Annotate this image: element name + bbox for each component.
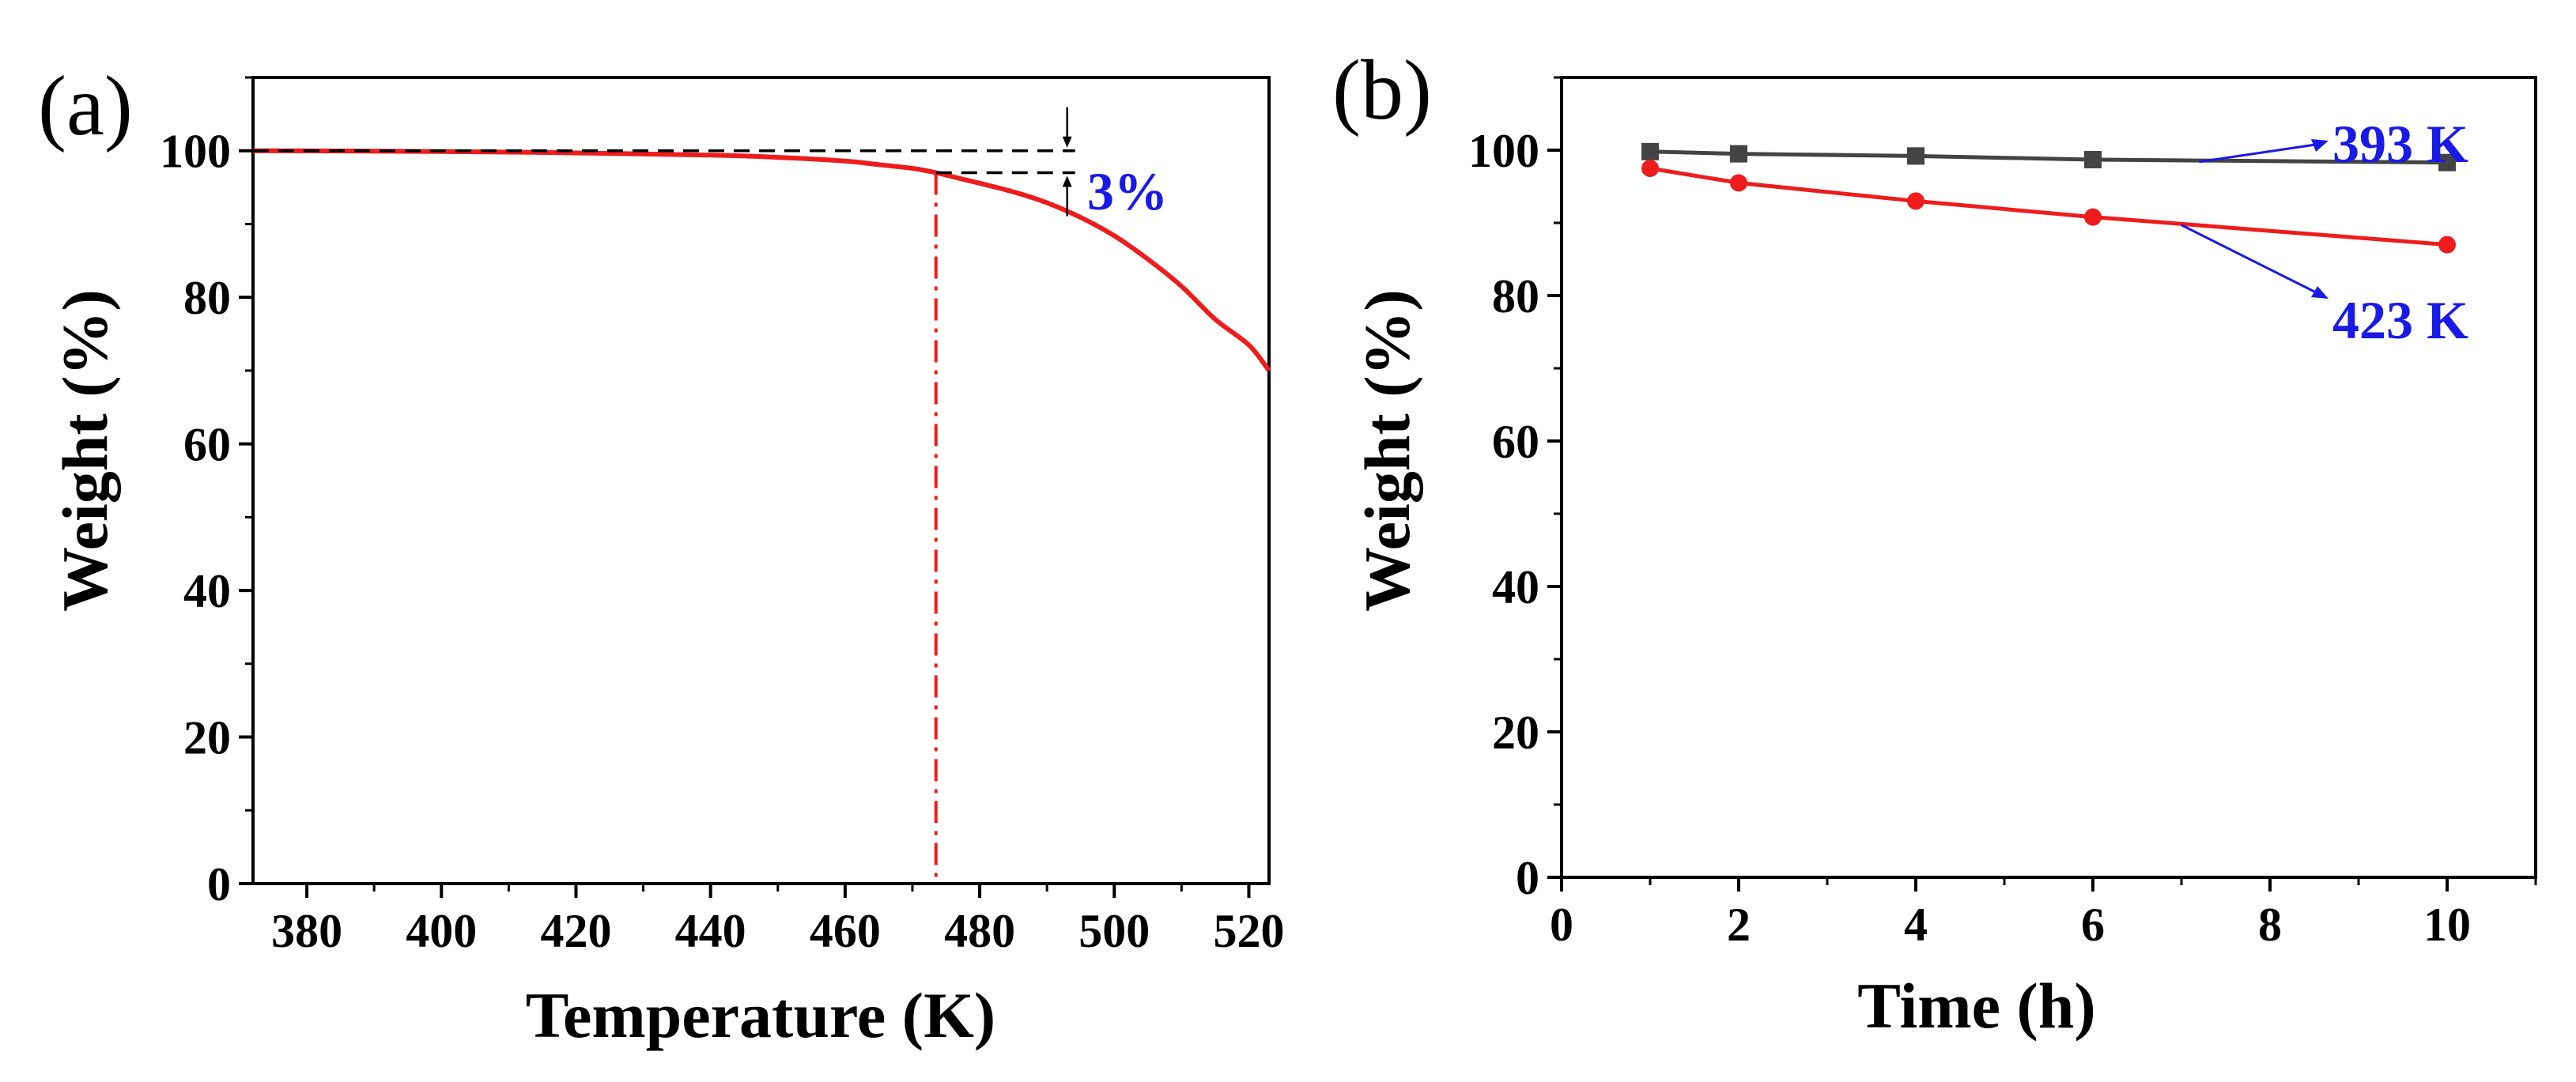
panel-b-y-tick-label: 40 bbox=[1492, 561, 1539, 613]
panel-a-x-tick-label: 480 bbox=[944, 905, 1015, 957]
panel-a-x-tick-label: 520 bbox=[1213, 905, 1284, 957]
panel-b-y-tick-label: 0 bbox=[1516, 852, 1539, 904]
panel-a-x-tick-label: 380 bbox=[271, 905, 342, 957]
panel-b-x-tick-label: 6 bbox=[2081, 899, 2105, 951]
panel-b-arrow-393k bbox=[2199, 142, 2321, 164]
panel-b-arrowhead-423k bbox=[2311, 286, 2329, 299]
panel-a-y-tick-label: 80 bbox=[183, 272, 231, 324]
panel-a-y-tick-label: 20 bbox=[183, 712, 231, 764]
panel-a-x-tick-label: 400 bbox=[406, 905, 477, 957]
panel-b-label-423k: 423 K bbox=[2332, 290, 2468, 350]
panel-b-arrow-423k bbox=[2181, 224, 2321, 296]
panel-b-series-393k-marker bbox=[1730, 145, 1747, 163]
panel-b-series-423k-marker bbox=[1907, 192, 1924, 210]
panel-a-label: (a) bbox=[38, 59, 133, 153]
panel-b-y-axis-title: Weight (%) bbox=[1351, 289, 1423, 612]
panel-b-y-tick-label: 80 bbox=[1492, 270, 1539, 322]
panel-a-x-tick-label: 440 bbox=[675, 905, 746, 957]
panel-b-series-423k-marker bbox=[2438, 236, 2456, 254]
panel-a-gap-arrowhead-bottom bbox=[1062, 175, 1072, 187]
panel-b-x-axis-title: Time (h) bbox=[1857, 970, 2095, 1042]
panel-a-tga-curve bbox=[252, 148, 1271, 372]
panel-b-x-tick-label: 0 bbox=[1550, 899, 1573, 951]
panel-b-series-393k-marker bbox=[1907, 147, 1924, 165]
panel-b-series-393k-line bbox=[1649, 149, 2448, 165]
panel-b-series-423k-marker bbox=[1730, 174, 1747, 192]
panel-a-frame bbox=[251, 76, 1271, 885]
panel-b-series-393k-marker bbox=[1641, 142, 1659, 160]
panel-b-frame bbox=[1560, 76, 2537, 879]
panel-a-x-tick-label: 420 bbox=[540, 905, 611, 957]
panel-a-x-axis-title: Temperature (K) bbox=[526, 979, 995, 1051]
panel-b-series-393k-marker bbox=[2084, 150, 2102, 168]
panel-b-x-tick-label: 8 bbox=[2258, 899, 2282, 951]
panel-b-series-393k-marker bbox=[2438, 153, 2456, 172]
panel-a-y-tick-label: 60 bbox=[183, 419, 231, 471]
panel-a-y-tick-label: 100 bbox=[160, 126, 231, 178]
panel-b-y-tick-label: 60 bbox=[1492, 416, 1539, 468]
panel-b-label: (b) bbox=[1332, 43, 1432, 138]
panel-b-x-tick-label: 2 bbox=[1727, 899, 1751, 951]
panel-a-y-tick-label: 0 bbox=[207, 858, 231, 910]
panel-b-series-423k-line bbox=[1649, 166, 2448, 247]
panel-a-x-tick-label: 460 bbox=[810, 905, 881, 957]
panel-a-annotation-3-percent: 3% bbox=[1087, 161, 1168, 221]
panel-a-y-axis-title: Weight (%) bbox=[49, 289, 121, 612]
panel-b-y-tick-label: 20 bbox=[1492, 707, 1539, 759]
panel-b-y-tick-label: 100 bbox=[1468, 125, 1539, 177]
panel-b-series-423k-marker bbox=[2084, 208, 2102, 226]
panel-b-arrowhead-393k bbox=[2311, 139, 2329, 152]
panel-a-gap-arrowhead-top bbox=[1062, 136, 1072, 148]
panel-b-label-393k: 393 K bbox=[2332, 114, 2468, 174]
panel-b-x-tick-label: 4 bbox=[1904, 899, 1928, 951]
panel-b-x-tick-label: 10 bbox=[2423, 899, 2471, 951]
panel-b-series-423k-marker bbox=[1641, 160, 1659, 177]
panel-a-x-tick-label: 500 bbox=[1078, 905, 1150, 957]
panel-a-y-tick-label: 40 bbox=[183, 565, 231, 617]
panel-a-chart: (a) 380 400 420 440 460 480 500 520 0 20 40 60 80 100… bbox=[38, 59, 1284, 1051]
panel-a-plot-area: 380 400 420 440 460 480 500 520 0 20 40 60 80 100 bbox=[160, 76, 1284, 957]
